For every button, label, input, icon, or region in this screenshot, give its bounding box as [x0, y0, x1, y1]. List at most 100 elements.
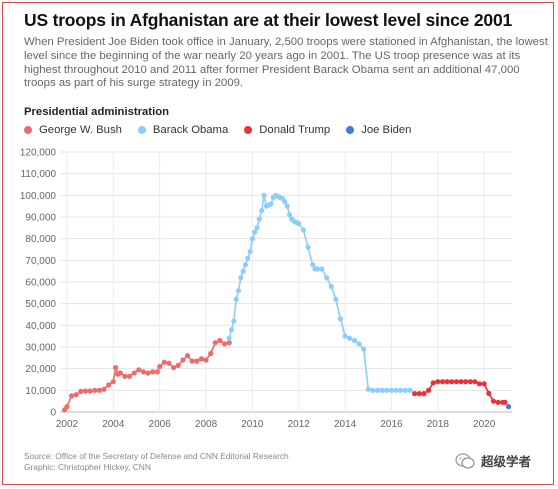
data-point-george-w-bush: [131, 370, 137, 376]
legend-item-obama: Barack Obama: [137, 124, 228, 136]
data-point-george-w-bush: [154, 369, 160, 375]
data-point-george-w-bush: [194, 358, 200, 364]
data-point-barack-obama: [324, 275, 330, 281]
data-point-barack-obama: [347, 335, 353, 341]
data-point-barack-obama: [388, 387, 395, 393]
data-point-donald-trump: [439, 379, 446, 385]
data-point-donald-trump: [467, 379, 473, 385]
legend-label-biden: Joe Biden: [361, 124, 412, 136]
data-point-george-w-bush: [106, 382, 112, 388]
data-point-donald-trump: [502, 399, 508, 405]
data-point-george-w-bush: [184, 353, 191, 359]
data-point-donald-trump: [421, 391, 427, 397]
data-point-barack-obama: [268, 201, 274, 207]
y-axis-tick-labels: 0 10,000 20,000 30,000 40,000 50,000 60,000 70,…: [20, 148, 57, 419]
data-point-joe-biden: [505, 404, 512, 410]
data-point-george-w-bush: [87, 388, 93, 394]
data-point-donald-trump: [476, 381, 483, 387]
data-point-barack-obama: [242, 262, 248, 268]
data-point-barack-obama: [286, 212, 293, 218]
data-point-barack-obama: [231, 318, 237, 324]
data-point-george-w-bush: [157, 363, 163, 370]
data-point-donald-trump: [426, 387, 432, 393]
y-tick-label: 10,000: [25, 386, 56, 397]
data-point-george-w-bush: [161, 359, 167, 365]
data-point-donald-trump: [412, 391, 418, 397]
legend-marker-bush: [24, 126, 32, 134]
legend-title: Presidential administration: [24, 106, 170, 118]
source-note: Source: Office of the Secretary of Defen…: [24, 451, 289, 473]
legend-marker-obama: [137, 126, 146, 134]
x-tick-label: 2006: [149, 419, 172, 430]
data-point-george-w-bush: [217, 337, 223, 344]
data-point-donald-trump: [463, 379, 469, 385]
data-point-barack-obama: [240, 268, 246, 274]
data-point-barack-obama: [407, 387, 413, 393]
chart-title: US troops in Afghanistan are at their lo…: [24, 10, 513, 30]
data-point-george-w-bush: [126, 373, 133, 379]
data-point-donald-trump: [449, 379, 455, 385]
data-point-barack-obama: [247, 249, 253, 255]
data-point-george-w-bush: [145, 370, 151, 376]
data-point-george-w-bush: [175, 362, 181, 368]
data-point-barack-obama: [256, 216, 262, 222]
data-point-george-w-bush: [113, 365, 119, 371]
x-tick-label: 2002: [56, 419, 79, 430]
data-point-george-w-bush: [64, 404, 70, 410]
x-tick-label: 2008: [195, 419, 218, 430]
legend-marker-trump: [244, 126, 253, 134]
data-point-barack-obama: [384, 387, 390, 393]
data-point-barack-obama: [375, 387, 381, 393]
watermark: 超级学者: [455, 451, 531, 470]
data-point-barack-obama: [261, 192, 267, 198]
data-point-barack-obama: [314, 266, 320, 272]
data-point-barack-obama: [245, 255, 251, 261]
graphic-credit: Graphic: Christopher Hickey, CNN: [24, 462, 151, 472]
source-text: Source: Office of the Secretary of Defen…: [24, 451, 289, 461]
data-point-george-w-bush: [226, 340, 232, 346]
series-line-barack-obama: [228, 194, 410, 392]
x-tick-label: 2016: [380, 419, 403, 430]
data-point-barack-obama: [300, 227, 306, 233]
data-point-donald-trump: [435, 379, 441, 385]
data-point-barack-obama: [361, 346, 367, 352]
data-point-barack-obama: [252, 229, 258, 235]
data-point-donald-trump: [430, 380, 436, 386]
data-point-george-w-bush: [78, 388, 84, 394]
y-tick-label: 120,000: [20, 148, 57, 159]
data-point-george-w-bush: [203, 357, 209, 363]
y-tick-label: 20,000: [25, 364, 56, 375]
data-point-donald-trump: [453, 379, 459, 385]
data-point-george-w-bush: [110, 379, 116, 385]
data-point-george-w-bush: [222, 341, 228, 347]
data-point-barack-obama: [328, 283, 334, 289]
y-tick-label: 80,000: [25, 234, 56, 245]
data-point-barack-obama: [226, 335, 232, 341]
y-tick-label: 30,000: [25, 343, 56, 354]
series-points: [62, 192, 512, 413]
troop-level-chart: 0 10,000 20,000 30,000 40,000 50,000 60,000 70,…: [20, 148, 512, 430]
chart-subtitle: When President Joe Biden took office in …: [24, 36, 548, 90]
y-tick-label: 90,000: [25, 213, 56, 224]
data-point-donald-trump: [486, 390, 492, 396]
data-point-donald-trump: [444, 379, 450, 385]
x-axis-tick-labels: 2002 2004 2006 2008 2010 2012 2014 2016 2018 2020: [56, 419, 496, 430]
x-tick-label: 2012: [288, 419, 311, 430]
data-point-barack-obama: [319, 266, 325, 272]
data-point-barack-obama: [228, 327, 235, 333]
legend-marker-biden: [346, 126, 355, 134]
data-point-george-w-bush: [212, 340, 218, 346]
y-tick-label: 100,000: [20, 191, 57, 202]
data-point-barack-obama: [305, 244, 311, 250]
data-point-george-w-bush: [96, 387, 102, 393]
legend-label-trump: Donald Trump: [259, 124, 331, 136]
chart-frame: [2, 2, 554, 485]
data-point-george-w-bush: [117, 370, 123, 376]
data-point-barack-obama: [356, 341, 362, 347]
y-tick-label: 110,000: [21, 169, 57, 180]
y-tick-label: 50,000: [25, 299, 56, 310]
x-tick-label: 2004: [102, 419, 125, 430]
legend-item-trump: Donald Trump: [244, 124, 330, 136]
data-point-george-w-bush: [140, 369, 146, 375]
legend: George W. Bush Barack Obama Donald Trump…: [24, 124, 427, 136]
